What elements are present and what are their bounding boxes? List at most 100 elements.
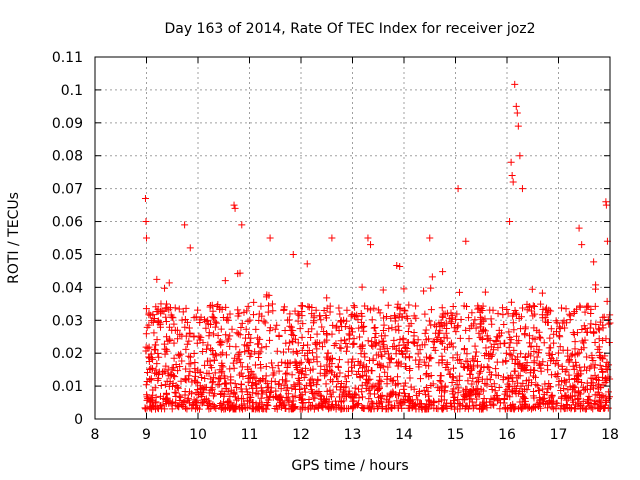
data-point	[592, 400, 600, 408]
data-point	[292, 347, 300, 355]
data-point	[447, 318, 455, 326]
data-point	[488, 385, 496, 393]
y-tick-label: 0.04	[52, 280, 83, 296]
data-point	[345, 335, 353, 343]
data-point	[494, 344, 502, 352]
data-point	[233, 396, 241, 404]
data-point	[147, 350, 155, 358]
data-point	[142, 405, 150, 413]
data-point	[265, 291, 273, 299]
data-point	[249, 370, 257, 378]
data-point	[368, 316, 376, 324]
data-point	[344, 358, 352, 366]
data-point	[552, 317, 560, 325]
data-point	[163, 304, 171, 312]
data-point	[560, 317, 568, 325]
data-point	[241, 348, 249, 356]
data-point	[270, 369, 278, 377]
data-point	[417, 400, 425, 408]
data-point	[368, 367, 376, 375]
data-point	[480, 364, 488, 372]
data-point	[183, 405, 191, 413]
data-point	[205, 400, 213, 408]
data-point	[210, 313, 218, 321]
data-point	[364, 380, 372, 388]
data-point	[464, 357, 472, 365]
data-point	[306, 366, 314, 374]
data-point	[533, 342, 541, 350]
data-point	[478, 404, 486, 412]
data-point	[328, 330, 336, 338]
data-point	[329, 321, 337, 329]
data-point	[177, 377, 185, 385]
data-point	[314, 404, 322, 412]
data-point	[394, 373, 402, 381]
data-point	[542, 306, 550, 314]
data-point	[587, 305, 595, 313]
data-point	[591, 339, 599, 346]
data-point	[366, 375, 374, 383]
data-point	[399, 336, 407, 344]
data-point	[503, 306, 511, 314]
data-point	[238, 319, 246, 327]
data-point	[317, 395, 325, 403]
data-point	[569, 398, 577, 406]
data-point	[591, 302, 599, 310]
data-point	[193, 396, 201, 404]
data-point	[176, 397, 184, 405]
data-point	[449, 364, 457, 372]
data-point	[465, 389, 473, 397]
data-point	[250, 298, 258, 306]
data-point	[438, 322, 446, 330]
data-point	[313, 330, 321, 338]
data-point	[582, 405, 590, 413]
data-point	[385, 325, 393, 333]
data-point	[285, 345, 293, 353]
data-point	[341, 373, 349, 381]
data-point	[387, 355, 395, 363]
data-point	[400, 390, 408, 398]
data-point	[456, 288, 464, 296]
data-point	[435, 359, 443, 367]
data-point	[519, 390, 527, 398]
data-point	[432, 323, 440, 331]
data-point	[449, 354, 457, 362]
data-point	[540, 397, 548, 405]
data-point	[451, 394, 459, 402]
data-point	[277, 385, 285, 393]
data-point	[296, 385, 304, 393]
data-point	[196, 336, 204, 344]
data-point	[370, 324, 378, 332]
data-point	[322, 330, 330, 338]
data-point	[384, 301, 392, 309]
data-point	[478, 327, 486, 335]
data-point	[226, 365, 234, 373]
data-point	[469, 386, 477, 394]
data-point	[581, 336, 589, 344]
data-point	[187, 353, 195, 361]
data-point	[420, 287, 428, 295]
data-point	[474, 390, 482, 398]
data-point	[298, 346, 306, 354]
data-point	[308, 401, 316, 409]
data-point	[346, 391, 354, 399]
data-point	[566, 356, 574, 364]
data-point	[205, 389, 213, 397]
data-point	[258, 344, 266, 352]
data-point	[151, 369, 159, 377]
data-point	[520, 364, 528, 372]
data-point	[303, 260, 311, 268]
data-point	[312, 306, 320, 314]
data-point	[519, 304, 527, 312]
data-point	[194, 386, 202, 394]
data-point	[391, 312, 399, 320]
data-point	[389, 376, 397, 384]
data-point	[165, 279, 173, 287]
data-point	[215, 380, 223, 388]
data-point	[282, 339, 290, 347]
data-point	[571, 345, 579, 353]
data-point	[561, 393, 569, 401]
data-point	[147, 364, 155, 372]
data-point	[564, 394, 572, 402]
data-point	[583, 328, 591, 336]
